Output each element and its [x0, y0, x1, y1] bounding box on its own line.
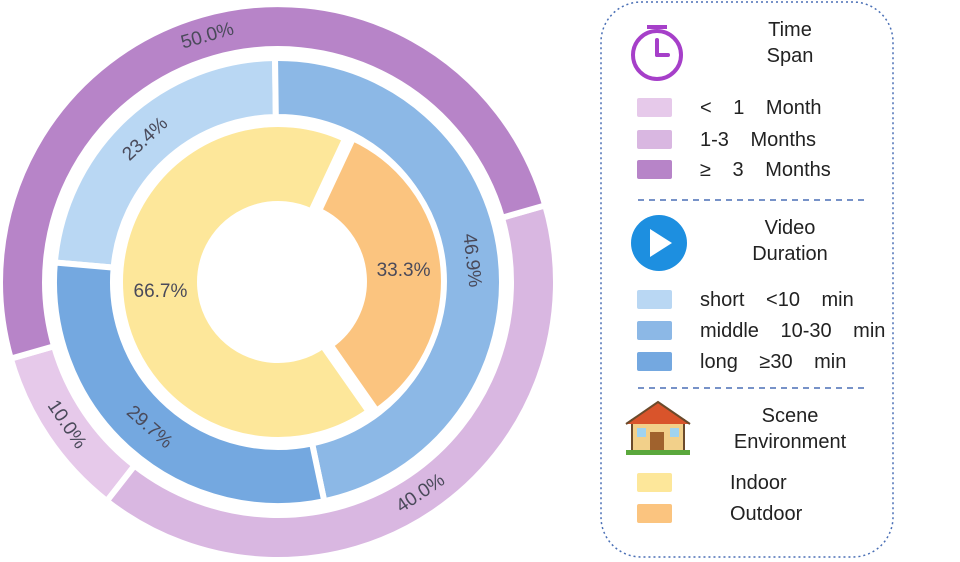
legend-swatch	[637, 473, 672, 492]
legend-box	[600, 1, 894, 558]
legend-label: ≥ 3 Months	[700, 159, 831, 181]
legend-label: middle 10-30 min	[700, 320, 886, 342]
legend-label: 1-3 Months	[700, 129, 817, 151]
donut-slice	[0, 1, 549, 363]
legend-label: short <10 min	[700, 289, 854, 311]
legend-swatch	[637, 504, 672, 523]
legend-heading: Scene Environment	[733, 405, 847, 453]
legend-swatch	[637, 321, 672, 340]
legend-label: Indoor	[730, 472, 787, 494]
legend-label: < 1 Month	[700, 97, 822, 119]
play-icon	[631, 215, 687, 271]
legend-swatch	[637, 130, 672, 149]
legend-heading: Time Span	[766, 19, 814, 67]
donut-slice	[117, 121, 373, 443]
house-icon	[625, 400, 691, 455]
legend-label: long ≥30 min	[700, 351, 847, 373]
legend-swatch	[637, 352, 672, 371]
donut-slice	[102, 201, 559, 562]
legend-swatch	[637, 160, 672, 179]
slice-label: 66.7%	[134, 281, 188, 302]
legend-swatch	[637, 98, 672, 117]
donut-slice	[315, 134, 447, 415]
clock-icon	[631, 25, 683, 81]
slice-label: 33.3%	[377, 260, 431, 281]
legend-swatch	[637, 290, 672, 309]
legend-heading: Video Duration	[752, 217, 828, 265]
donut-slice	[51, 259, 328, 509]
legend-label: Outdoor	[730, 503, 803, 525]
